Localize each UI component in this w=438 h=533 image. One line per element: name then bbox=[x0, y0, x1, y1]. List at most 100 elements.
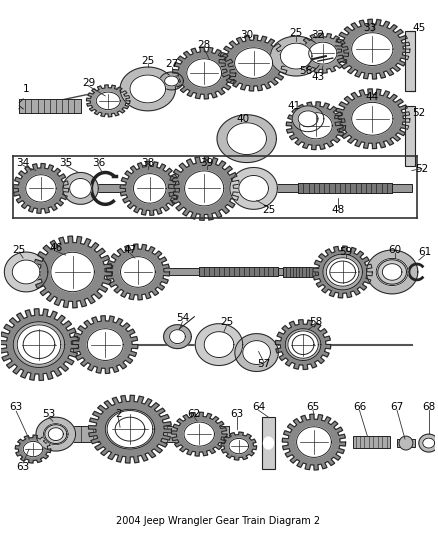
Text: 59: 59 bbox=[339, 247, 352, 257]
Polygon shape bbox=[376, 259, 408, 286]
Text: 41: 41 bbox=[288, 101, 301, 111]
Polygon shape bbox=[382, 264, 402, 280]
Polygon shape bbox=[423, 438, 434, 448]
Polygon shape bbox=[45, 425, 67, 443]
Polygon shape bbox=[419, 434, 438, 452]
Polygon shape bbox=[86, 85, 130, 117]
Text: 40: 40 bbox=[236, 114, 249, 124]
Polygon shape bbox=[165, 76, 178, 86]
Bar bbox=[261, 417, 276, 469]
Polygon shape bbox=[283, 414, 346, 470]
Text: 53: 53 bbox=[42, 409, 56, 419]
Polygon shape bbox=[286, 102, 346, 150]
Text: 68: 68 bbox=[422, 402, 435, 412]
Polygon shape bbox=[13, 322, 65, 367]
Polygon shape bbox=[88, 395, 172, 463]
Bar bbox=[13, 269, 397, 276]
Polygon shape bbox=[298, 111, 318, 127]
Polygon shape bbox=[276, 320, 331, 369]
Text: 63: 63 bbox=[10, 402, 23, 412]
Polygon shape bbox=[115, 417, 145, 441]
Polygon shape bbox=[4, 252, 48, 292]
Bar bbox=[405, 31, 415, 91]
Bar bbox=[397, 439, 415, 447]
Text: 48: 48 bbox=[331, 205, 344, 215]
Text: 25: 25 bbox=[141, 56, 155, 66]
Polygon shape bbox=[120, 161, 180, 215]
Polygon shape bbox=[12, 260, 40, 284]
Polygon shape bbox=[106, 244, 170, 300]
Polygon shape bbox=[105, 409, 155, 449]
Polygon shape bbox=[26, 175, 56, 202]
Polygon shape bbox=[229, 439, 249, 454]
Text: 57: 57 bbox=[257, 359, 270, 369]
Bar bbox=[298, 183, 392, 193]
Polygon shape bbox=[33, 236, 112, 308]
Polygon shape bbox=[0, 309, 78, 381]
Text: 36: 36 bbox=[92, 158, 105, 167]
Polygon shape bbox=[63, 173, 98, 204]
Text: 1: 1 bbox=[23, 84, 29, 94]
Text: 32: 32 bbox=[311, 30, 325, 40]
Polygon shape bbox=[70, 179, 92, 198]
Polygon shape bbox=[169, 157, 240, 220]
Polygon shape bbox=[352, 33, 393, 66]
Polygon shape bbox=[73, 316, 138, 374]
Polygon shape bbox=[170, 330, 185, 344]
Text: 46: 46 bbox=[49, 243, 63, 253]
Polygon shape bbox=[120, 257, 155, 287]
Bar bbox=[405, 106, 415, 166]
Polygon shape bbox=[243, 341, 270, 365]
Polygon shape bbox=[335, 19, 410, 79]
Text: 67: 67 bbox=[390, 402, 404, 412]
Polygon shape bbox=[96, 92, 120, 110]
Text: 61: 61 bbox=[418, 247, 431, 257]
Text: 52: 52 bbox=[415, 164, 428, 174]
Polygon shape bbox=[43, 424, 68, 445]
Text: 29: 29 bbox=[82, 78, 95, 88]
Polygon shape bbox=[264, 437, 273, 449]
Polygon shape bbox=[335, 89, 410, 149]
Text: 39: 39 bbox=[201, 158, 214, 167]
Text: 63: 63 bbox=[230, 409, 244, 419]
Text: 66: 66 bbox=[353, 402, 366, 412]
Polygon shape bbox=[239, 175, 268, 201]
Text: 25: 25 bbox=[290, 28, 303, 38]
Text: 60: 60 bbox=[389, 245, 402, 255]
Polygon shape bbox=[173, 47, 236, 99]
Polygon shape bbox=[235, 48, 273, 78]
Text: 34: 34 bbox=[17, 158, 30, 167]
Text: 28: 28 bbox=[198, 40, 211, 50]
Polygon shape bbox=[309, 42, 337, 64]
Polygon shape bbox=[164, 325, 191, 349]
Polygon shape bbox=[288, 331, 318, 358]
Text: 45: 45 bbox=[412, 23, 425, 33]
Text: 58: 58 bbox=[309, 317, 322, 327]
Text: 44: 44 bbox=[366, 92, 379, 102]
Polygon shape bbox=[17, 325, 61, 364]
Text: 27: 27 bbox=[165, 59, 178, 69]
Text: 65: 65 bbox=[306, 402, 320, 412]
Polygon shape bbox=[235, 334, 279, 372]
Polygon shape bbox=[297, 427, 332, 457]
Polygon shape bbox=[367, 250, 418, 294]
Polygon shape bbox=[134, 174, 166, 203]
Bar bbox=[283, 266, 328, 278]
Polygon shape bbox=[227, 123, 266, 155]
Polygon shape bbox=[187, 59, 222, 87]
Bar bbox=[13, 184, 412, 192]
Polygon shape bbox=[184, 422, 215, 446]
Text: 43: 43 bbox=[311, 72, 325, 82]
Polygon shape bbox=[326, 258, 359, 286]
Text: 30: 30 bbox=[240, 30, 253, 40]
Polygon shape bbox=[323, 254, 362, 290]
Text: 33: 33 bbox=[363, 23, 376, 33]
Text: 47: 47 bbox=[124, 245, 137, 255]
Polygon shape bbox=[217, 115, 276, 163]
Polygon shape bbox=[172, 412, 227, 456]
Polygon shape bbox=[87, 329, 123, 360]
Polygon shape bbox=[313, 246, 372, 298]
Text: 25: 25 bbox=[262, 205, 275, 215]
Circle shape bbox=[399, 436, 413, 450]
Polygon shape bbox=[300, 112, 332, 139]
